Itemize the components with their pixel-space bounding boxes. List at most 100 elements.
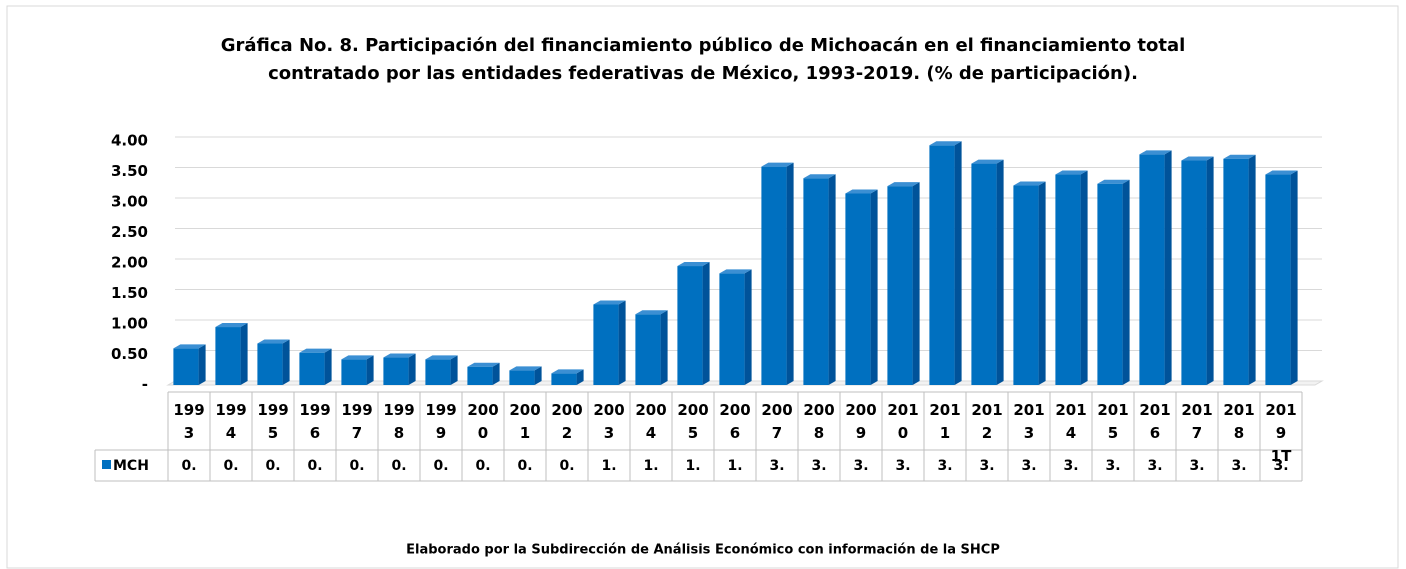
chart-note: Elaborado por la Subdirección de Análisi… (406, 543, 1000, 558)
x-tick-label: 199 3 (173, 401, 204, 442)
chart-title: contratado por las entidades federativas… (268, 63, 1138, 84)
x-tick-label: 201 9 1T (1265, 401, 1296, 465)
bar-side (576, 369, 584, 385)
data-table-value: 3. (1105, 458, 1120, 474)
bar-top (383, 353, 416, 358)
bar-top (1223, 154, 1256, 159)
bar-top (173, 344, 206, 349)
bar-top (719, 269, 752, 274)
legend-label: MCH (113, 458, 149, 474)
bar (425, 359, 451, 385)
data-table-value: 1. (643, 458, 658, 474)
bar (1223, 158, 1249, 385)
data-table-value: 3. (811, 458, 826, 474)
bar (635, 314, 661, 385)
data-table-value: 3. (1273, 458, 1288, 474)
data-table-value: 3. (1021, 458, 1036, 474)
x-tick-label: 201 8 (1223, 401, 1254, 442)
bar-top (1139, 150, 1172, 155)
bar (467, 366, 493, 385)
data-table-value: 0. (307, 458, 322, 474)
bar (341, 359, 367, 385)
data-table-value: 0. (517, 458, 532, 474)
bar-top (425, 355, 458, 360)
bar-side (702, 262, 710, 385)
x-tick-label: 199 8 (383, 401, 414, 442)
bar-side (828, 174, 836, 385)
x-tick-label: 201 7 (1181, 401, 1212, 442)
bar-top (761, 162, 794, 167)
bar-top (1055, 170, 1088, 175)
data-table-value: 3. (1063, 458, 1078, 474)
x-tick-label: 200 5 (677, 401, 708, 442)
bar-top (1097, 179, 1130, 184)
data-table-value: 1. (727, 458, 742, 474)
x-tick-label: 201 4 (1055, 401, 1086, 442)
bar (1013, 185, 1039, 385)
data-table-value: 3. (937, 458, 952, 474)
data-table-value: 0. (223, 458, 238, 474)
bar (677, 266, 703, 385)
bar-side (1206, 156, 1214, 385)
bar-top (845, 189, 878, 194)
bar-side (1122, 179, 1130, 385)
x-tick-label: 200 7 (761, 401, 792, 442)
bar-side (408, 353, 416, 385)
y-tick-label: 3.50 (111, 162, 148, 180)
bar-top (929, 141, 962, 146)
chart-title: Gráfica No. 8. Participación del financi… (221, 35, 1186, 56)
bar-top (593, 300, 626, 305)
bar (593, 304, 619, 385)
bar-top (551, 369, 584, 374)
x-tick-label: 201 5 (1097, 401, 1128, 442)
data-table-value: 3. (895, 458, 910, 474)
bar (929, 145, 955, 385)
bar-top (1265, 170, 1298, 175)
bar-side (240, 323, 248, 385)
data-table-value: 3. (1189, 458, 1204, 474)
bar-side (1164, 150, 1172, 385)
data-table-value: 3. (979, 458, 994, 474)
bar (551, 373, 577, 385)
bar-side (324, 348, 332, 385)
bar-side (1248, 154, 1256, 385)
data-table-value: 3. (1231, 458, 1246, 474)
data-table-value: 0. (391, 458, 406, 474)
data-table-value: 1. (601, 458, 616, 474)
bar-side (198, 344, 206, 385)
bar (1181, 160, 1207, 385)
bar (761, 166, 787, 385)
bar-side (996, 159, 1004, 385)
data-table-value: 0. (181, 458, 196, 474)
x-tick-label: 201 2 (971, 401, 1002, 442)
bar-side (1038, 181, 1046, 385)
data-table-value: 3. (1147, 458, 1162, 474)
bar (215, 327, 241, 385)
y-tick-label: 2.50 (111, 223, 148, 241)
bar (803, 178, 829, 385)
bar (173, 348, 199, 385)
data-table-value: 0. (559, 458, 574, 474)
bar (971, 163, 997, 385)
bar-top (971, 159, 1004, 164)
bar-side (744, 269, 752, 385)
x-tick-label: 200 2 (551, 401, 582, 442)
bar-side (1290, 170, 1298, 385)
x-tick-label: 200 3 (593, 401, 624, 442)
bar-side (450, 355, 458, 385)
bar-side (492, 362, 500, 385)
bar-top (509, 366, 542, 371)
x-tick-label: 199 7 (341, 401, 372, 442)
x-tick-label: 201 1 (929, 401, 960, 442)
bar (257, 343, 283, 385)
x-tick-label: 201 6 (1139, 401, 1170, 442)
x-tick-label: 201 3 (1013, 401, 1044, 442)
data-table-value: 0. (349, 458, 364, 474)
x-tick-label: 200 4 (635, 401, 666, 442)
bar (383, 357, 409, 385)
y-tick-label: - (142, 376, 148, 394)
bar-top (1013, 181, 1046, 186)
bar (1139, 154, 1165, 385)
bar (1055, 174, 1081, 385)
